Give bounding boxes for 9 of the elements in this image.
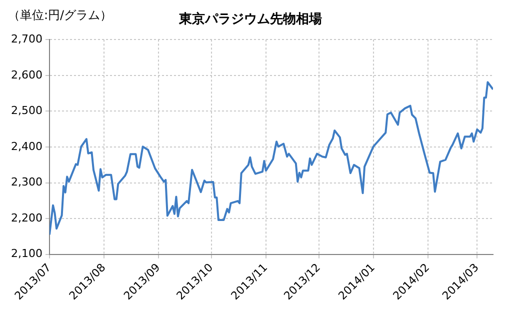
y-tick-label: 2,100 [10,247,42,260]
y-tick-label: 2,700 [10,32,42,46]
y-tick-label: 2,500 [10,104,42,118]
chart-title: 東京パラジウム先物相場 [178,11,322,28]
y-tick-label: 2,400 [10,140,42,153]
y-tick-label: 2,200 [10,211,42,224]
y-axis-title: （単位:円/グラム） [8,8,112,22]
y-tick-label: 2,300 [10,176,42,189]
y-tick-label: 2,600 [10,68,42,82]
